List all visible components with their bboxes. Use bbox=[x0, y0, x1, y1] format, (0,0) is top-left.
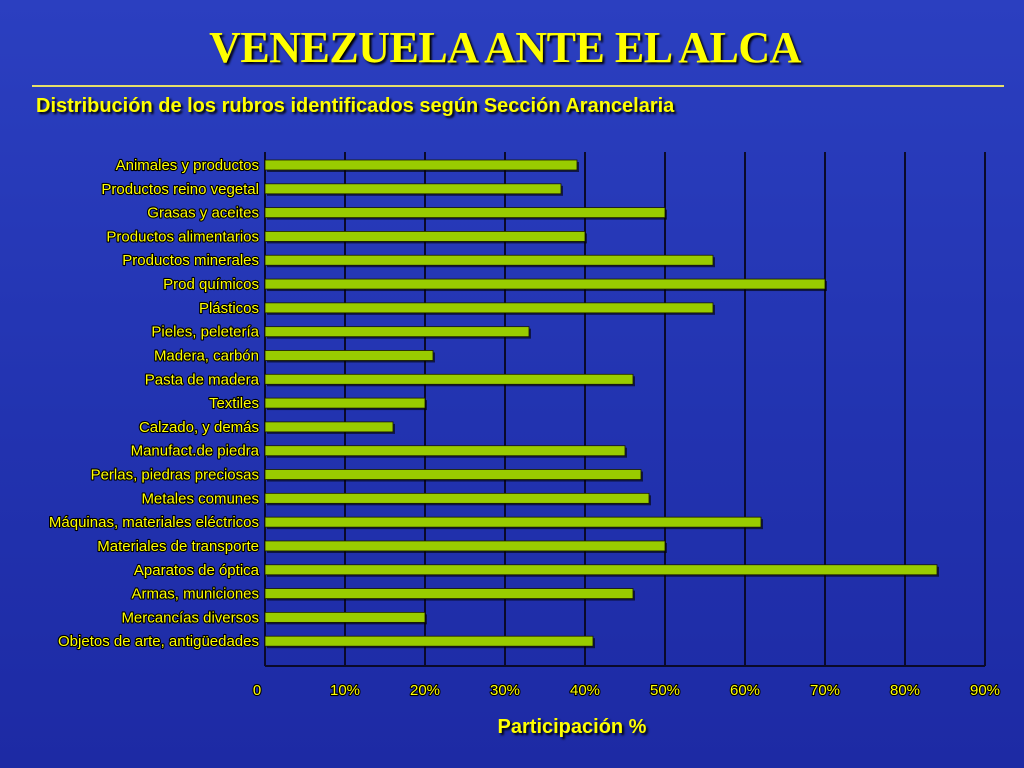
x-tick-label: 20% bbox=[410, 682, 440, 699]
x-tick-label: 0 bbox=[253, 682, 261, 699]
bar bbox=[264, 540, 666, 552]
bar bbox=[264, 207, 666, 219]
category-label: Pasta de madera bbox=[145, 371, 260, 388]
category-label: Productos reino vegetal bbox=[101, 181, 259, 198]
category-label: Armas, municiones bbox=[131, 586, 259, 603]
category-label: Mercancías diversos bbox=[121, 609, 259, 626]
bar bbox=[264, 611, 426, 623]
x-tick-label: 80% bbox=[890, 682, 920, 699]
category-label: Productos alimentarios bbox=[106, 228, 259, 245]
category-label: Animales y productos bbox=[116, 157, 259, 174]
bar bbox=[264, 373, 634, 385]
x-axis-title: Participación % bbox=[497, 716, 647, 738]
category-label: Grasas y aceites bbox=[147, 205, 259, 222]
bar bbox=[264, 445, 626, 457]
bar bbox=[264, 254, 714, 266]
bar bbox=[264, 469, 642, 480]
category-label: Aparatos de óptica bbox=[134, 562, 260, 579]
bar bbox=[264, 159, 578, 171]
bar bbox=[264, 564, 938, 576]
bar bbox=[264, 278, 826, 290]
category-label: Máquinas, materiales eléctricos bbox=[49, 514, 259, 531]
x-tick-label: 50% bbox=[650, 682, 680, 699]
x-tick-label: 60% bbox=[730, 682, 760, 699]
category-label: Metales comunes bbox=[141, 490, 259, 507]
bar bbox=[264, 302, 714, 314]
bar bbox=[264, 183, 562, 195]
bar bbox=[264, 492, 650, 504]
bar bbox=[264, 516, 762, 528]
category-label: Materiales de transporte bbox=[97, 538, 259, 555]
x-tick-label: 70% bbox=[810, 682, 840, 699]
bar bbox=[264, 397, 426, 409]
bar bbox=[264, 350, 434, 361]
category-label: Textiles bbox=[209, 395, 259, 412]
title-divider bbox=[32, 85, 1004, 87]
bar bbox=[264, 326, 530, 338]
category-label: Perlas, piedras preciosas bbox=[91, 467, 259, 484]
category-label: Calzado, y demás bbox=[139, 419, 259, 436]
x-tick-label: 90% bbox=[970, 682, 1000, 699]
bar bbox=[264, 231, 586, 242]
x-tick-label: 30% bbox=[490, 682, 520, 699]
category-label: Objetos de arte, antigüedades bbox=[58, 633, 259, 650]
category-label: Plásticos bbox=[199, 300, 259, 317]
chart-title: VENEZUELA ANTE EL ALCA bbox=[209, 23, 801, 72]
x-tick-label: 40% bbox=[570, 682, 600, 699]
bar bbox=[264, 421, 394, 433]
category-label: Prod químicos bbox=[163, 276, 259, 293]
category-label: Productos minerales bbox=[122, 252, 259, 269]
category-label: Manufact.de piedra bbox=[131, 443, 260, 460]
x-tick-label: 10% bbox=[330, 682, 360, 699]
bar bbox=[264, 588, 634, 599]
chart-subtitle: Distribución de los rubros identificados… bbox=[36, 95, 675, 117]
category-label: Pieles, peletería bbox=[151, 324, 259, 341]
category-label: Madera, carbón bbox=[154, 347, 259, 364]
bar bbox=[264, 635, 594, 647]
